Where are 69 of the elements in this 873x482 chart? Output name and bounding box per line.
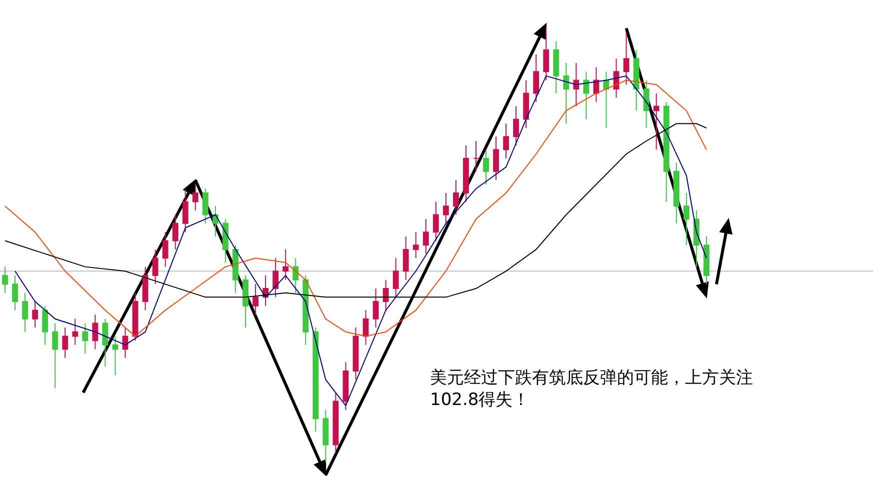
candlestick bbox=[483, 149, 489, 185]
candlestick bbox=[232, 244, 238, 294]
candlestick bbox=[62, 327, 68, 358]
candlestick bbox=[563, 62, 570, 124]
candlestick bbox=[352, 327, 359, 380]
candlestick bbox=[523, 80, 530, 128]
annotation: 美元经过下跌有筑底反弹的可能，上方关注 102.8得失！ bbox=[430, 368, 753, 410]
candlestick bbox=[162, 232, 168, 268]
candlestick bbox=[683, 192, 690, 246]
candlestick bbox=[122, 327, 128, 358]
candlestick bbox=[252, 284, 258, 316]
candlestick bbox=[533, 54, 540, 102]
candlestick bbox=[112, 336, 118, 376]
candlestick bbox=[242, 274, 248, 328]
candlestick bbox=[202, 188, 208, 224]
candlestick bbox=[704, 236, 710, 285]
candlestick bbox=[493, 136, 499, 181]
candlestick bbox=[382, 279, 389, 311]
candlestick bbox=[473, 140, 479, 172]
candlestick bbox=[623, 32, 630, 86]
candlestick bbox=[593, 66, 600, 102]
candlestick bbox=[42, 305, 48, 346]
candlestick bbox=[332, 392, 339, 454]
candlestick bbox=[342, 362, 349, 410]
candlestick bbox=[222, 218, 228, 263]
candlestick bbox=[442, 192, 449, 224]
candlestick bbox=[653, 92, 660, 150]
candlestick bbox=[92, 314, 98, 350]
candlestick bbox=[553, 40, 560, 94]
candlestick bbox=[513, 106, 520, 146]
candlestick bbox=[132, 292, 138, 342]
candlestick bbox=[302, 274, 309, 346]
candlestick bbox=[72, 318, 78, 346]
candlestick bbox=[282, 248, 289, 280]
candlestick bbox=[422, 218, 429, 254]
candlestick bbox=[463, 144, 469, 202]
candlestick bbox=[613, 58, 620, 98]
candlestick bbox=[452, 180, 459, 216]
candlestick bbox=[322, 409, 329, 463]
candlestick bbox=[172, 214, 178, 250]
candlestick bbox=[272, 258, 279, 298]
candlestick bbox=[412, 232, 419, 259]
candlestick bbox=[503, 123, 509, 159]
candlestick bbox=[152, 248, 158, 285]
candlestick bbox=[102, 318, 108, 368]
candlestick bbox=[32, 301, 38, 328]
candlestick bbox=[633, 49, 640, 112]
candlestick bbox=[643, 80, 650, 128]
candlestick bbox=[52, 322, 58, 389]
candlestick bbox=[673, 162, 680, 224]
candlestick bbox=[603, 71, 610, 128]
candlestick bbox=[312, 327, 319, 432]
candlestick bbox=[362, 310, 369, 346]
candlestick bbox=[142, 266, 148, 311]
candlestick bbox=[573, 62, 580, 107]
candlestick bbox=[292, 258, 299, 294]
candlestick bbox=[2, 266, 8, 294]
candlestick bbox=[82, 322, 88, 354]
candlestick bbox=[182, 188, 188, 233]
candlestick bbox=[392, 258, 399, 298]
candlestick bbox=[402, 236, 409, 280]
candlestick bbox=[372, 288, 379, 328]
candlestick bbox=[192, 184, 198, 211]
candlestick bbox=[22, 292, 28, 332]
candlestick bbox=[663, 101, 670, 202]
candlestick bbox=[583, 71, 590, 120]
candlestick bbox=[432, 201, 439, 242]
candlestick bbox=[12, 274, 18, 311]
candlestick bbox=[543, 28, 550, 81]
